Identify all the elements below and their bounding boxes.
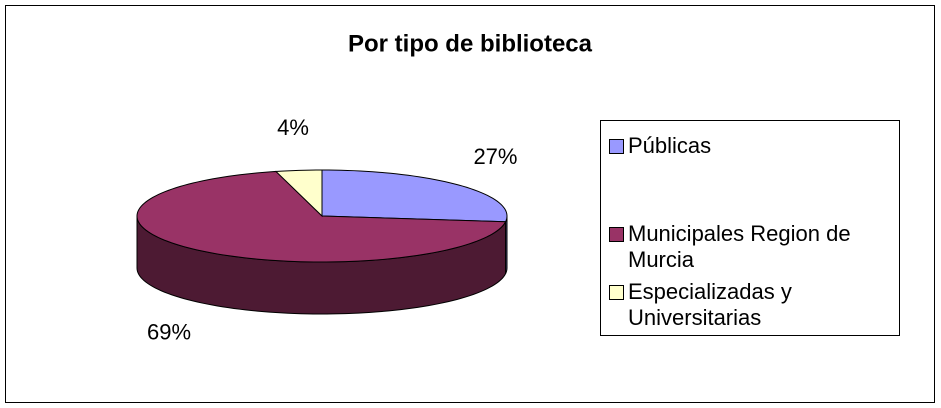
pie-slice — [274, 169, 323, 218]
legend-label: Públicas — [628, 133, 712, 158]
data-label: 27% — [473, 144, 517, 169]
legend-label: Especializadas y Universitarias — [628, 279, 792, 330]
legend-label: Municipales Region de Murcia — [628, 221, 851, 272]
legend-swatch — [609, 227, 624, 242]
pie-slice — [321, 169, 508, 223]
legend: Públicas Municipales Region de Murcia Espe… — [600, 120, 900, 336]
chart-title: Por tipo de biblioteca — [348, 30, 593, 57]
data-label: 4% — [277, 115, 309, 140]
legend-swatch — [609, 139, 624, 154]
legend-entry: Públicas — [609, 133, 894, 159]
data-label: 69% — [147, 319, 191, 344]
legend-entry: Municipales Region de Murcia — [609, 221, 894, 273]
legend-swatch — [609, 285, 624, 300]
legend-entry: Especializadas y Universitarias — [609, 279, 894, 331]
pie-slice — [136, 170, 507, 263]
